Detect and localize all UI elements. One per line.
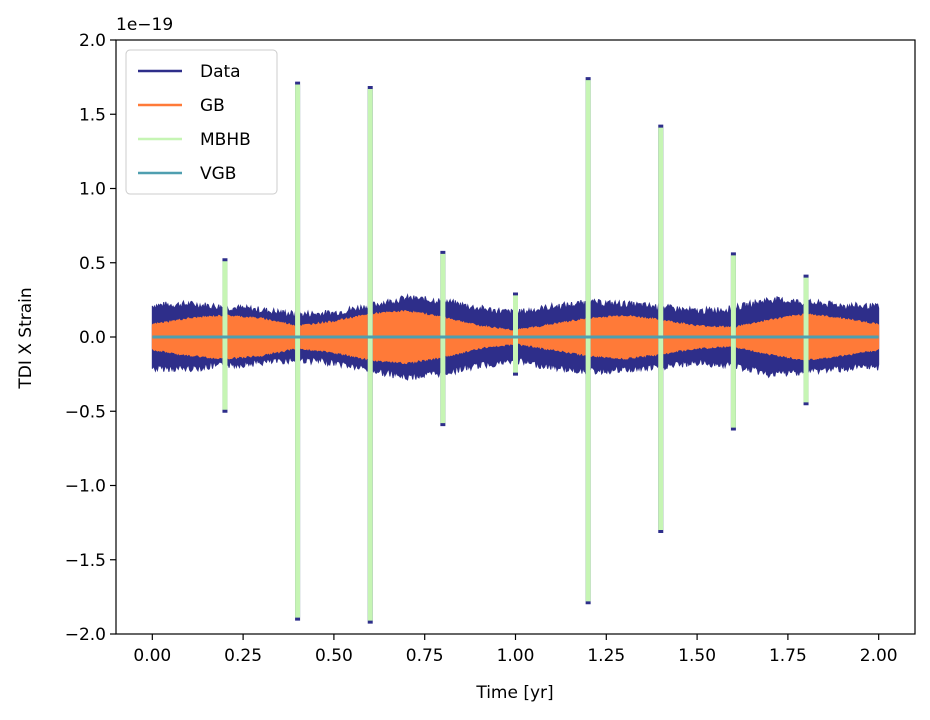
legend: Data GB MBHB VGB [125,49,278,195]
y-tick-label: −1.0 [65,477,106,497]
axes: 0.00 0.25 0.50 0.75 1.00 1.25 1.50 1.75 2.00 −2.0… [65,31,916,666]
y-tick-label: −0.5 [65,402,106,422]
y-tick-label: 1.0 [79,180,106,200]
x-tick-label: 1.00 [497,646,535,666]
y-tick-label: 0.5 [79,254,106,274]
x-tick-label: 0.25 [224,646,262,666]
plot-area [151,77,880,624]
y-tick-label: 0.0 [79,328,106,348]
legend-label-data: Data [200,62,241,82]
y-tick-label: 1.5 [79,105,106,125]
x-tick-label: 2.00 [860,646,898,666]
y-tick-label: 2.0 [79,31,106,51]
y-tick-label: −2.0 [65,625,106,645]
legend-label-mbhb: MBHB [200,130,251,150]
x-axis-label: Time [yr] [475,683,553,703]
y-offset-text: 1e−19 [116,15,173,35]
x-tick-label: 0.50 [315,646,353,666]
x-tick-label: 0.00 [133,646,171,666]
y-axis-label: TDI X Strain [16,287,36,389]
legend-box [125,49,278,195]
y-tick-label: −1.5 [65,551,106,571]
x-tick-label: 1.25 [587,646,625,666]
x-tick-label: 0.75 [406,646,444,666]
x-tick-label: 1.75 [769,646,807,666]
legend-label-vgb: VGB [200,164,236,184]
x-tick-label: 1.50 [678,646,716,666]
legend-label-gb: GB [200,96,225,116]
